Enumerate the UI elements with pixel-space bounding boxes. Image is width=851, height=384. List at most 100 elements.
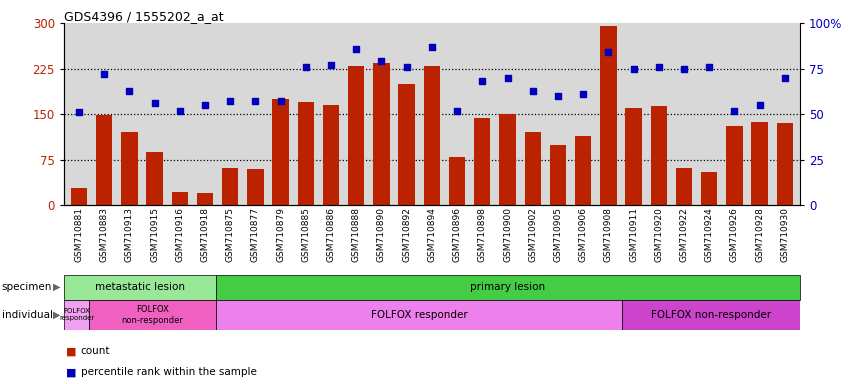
Bar — [96, 116, 112, 205]
Point — [123, 88, 136, 94]
Text: GSM710894: GSM710894 — [427, 207, 437, 262]
Text: GSM710879: GSM710879 — [276, 207, 285, 262]
Point — [224, 98, 237, 104]
Text: specimen: specimen — [2, 282, 52, 292]
Text: GSM710875: GSM710875 — [226, 207, 235, 262]
Point — [476, 78, 489, 84]
Point — [97, 71, 111, 77]
Bar — [146, 152, 163, 205]
Bar — [575, 136, 591, 205]
Bar — [172, 192, 188, 205]
Bar — [197, 193, 214, 205]
Bar — [650, 106, 667, 205]
Bar — [64, 275, 216, 300]
Bar — [600, 26, 616, 205]
Text: GSM710905: GSM710905 — [553, 207, 563, 262]
Bar — [248, 169, 264, 205]
Bar — [71, 189, 87, 205]
Text: FOLFOX
responder: FOLFOX responder — [59, 308, 94, 321]
Point — [173, 108, 186, 114]
Text: individual: individual — [2, 310, 53, 320]
Text: GSM710930: GSM710930 — [780, 207, 790, 262]
Bar — [500, 114, 516, 205]
Bar — [676, 168, 692, 205]
Point — [778, 74, 791, 81]
Point — [350, 46, 363, 52]
Point — [72, 109, 86, 116]
Text: GSM710926: GSM710926 — [730, 207, 739, 262]
Text: FOLFOX
non-responder: FOLFOX non-responder — [122, 305, 184, 324]
Text: GSM710881: GSM710881 — [74, 207, 83, 262]
Text: GSM710900: GSM710900 — [503, 207, 512, 262]
Bar — [424, 66, 440, 205]
Text: percentile rank within the sample: percentile rank within the sample — [81, 367, 257, 377]
Point — [576, 91, 590, 97]
Point — [324, 62, 338, 68]
Bar — [524, 132, 541, 205]
Point — [299, 64, 312, 70]
Text: GSM710883: GSM710883 — [100, 207, 109, 262]
Bar — [550, 145, 566, 205]
Text: FOLFOX non-responder: FOLFOX non-responder — [651, 310, 771, 320]
Bar — [272, 99, 288, 205]
Bar — [89, 300, 216, 330]
Point — [198, 102, 212, 108]
Bar — [751, 121, 768, 205]
Point — [702, 64, 716, 70]
Text: primary lesion: primary lesion — [471, 282, 545, 292]
Bar — [374, 63, 390, 205]
Bar — [625, 108, 642, 205]
Text: metastatic lesion: metastatic lesion — [95, 282, 185, 292]
Text: GSM710911: GSM710911 — [629, 207, 638, 262]
Bar — [448, 157, 465, 205]
Bar — [222, 168, 238, 205]
Text: GSM710916: GSM710916 — [175, 207, 185, 262]
Point — [274, 98, 288, 104]
Point — [374, 58, 388, 65]
Text: count: count — [81, 346, 111, 356]
Text: GSM710913: GSM710913 — [125, 207, 134, 262]
Point — [400, 64, 414, 70]
Bar — [701, 172, 717, 205]
Point — [753, 102, 767, 108]
Bar — [216, 300, 622, 330]
Bar — [121, 132, 138, 205]
Text: GSM710924: GSM710924 — [705, 207, 714, 262]
Text: GSM710892: GSM710892 — [403, 207, 411, 262]
Bar — [298, 102, 314, 205]
Text: ▶: ▶ — [53, 310, 60, 320]
Point — [500, 74, 514, 81]
Point — [450, 108, 464, 114]
Point — [728, 108, 741, 114]
Text: GSM710915: GSM710915 — [150, 207, 159, 262]
Text: GSM710922: GSM710922 — [679, 207, 688, 262]
Point — [602, 49, 615, 55]
Text: FOLFOX responder: FOLFOX responder — [371, 310, 467, 320]
Bar — [216, 275, 800, 300]
Text: ▶: ▶ — [53, 282, 60, 292]
Text: GSM710920: GSM710920 — [654, 207, 663, 262]
Text: GSM710877: GSM710877 — [251, 207, 260, 262]
Point — [677, 66, 691, 72]
Point — [652, 64, 665, 70]
Text: GSM710928: GSM710928 — [755, 207, 764, 262]
Bar — [64, 300, 89, 330]
Bar — [726, 126, 743, 205]
Text: GSM710918: GSM710918 — [201, 207, 209, 262]
Point — [551, 93, 565, 99]
Text: GSM710908: GSM710908 — [604, 207, 613, 262]
Text: GDS4396 / 1555202_a_at: GDS4396 / 1555202_a_at — [64, 10, 224, 23]
Bar — [474, 119, 490, 205]
Point — [148, 100, 162, 106]
Text: GSM710898: GSM710898 — [477, 207, 487, 262]
Bar — [348, 66, 364, 205]
Text: GSM710890: GSM710890 — [377, 207, 386, 262]
Point — [425, 44, 438, 50]
Bar — [398, 84, 415, 205]
Bar — [622, 300, 800, 330]
Point — [626, 66, 640, 72]
Text: GSM710888: GSM710888 — [351, 207, 361, 262]
Bar — [777, 123, 793, 205]
Text: GSM710885: GSM710885 — [301, 207, 311, 262]
Text: GSM710896: GSM710896 — [453, 207, 461, 262]
